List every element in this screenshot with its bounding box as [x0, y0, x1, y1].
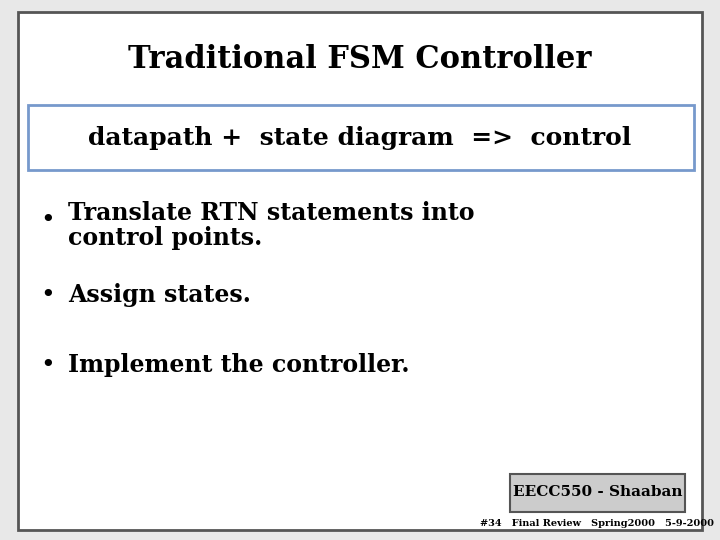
Text: Implement the controller.: Implement the controller. [68, 353, 410, 377]
FancyBboxPatch shape [28, 105, 694, 170]
FancyBboxPatch shape [510, 474, 685, 512]
Text: #34   Final Review   Spring2000   5-9-2000: #34 Final Review Spring2000 5-9-2000 [480, 519, 714, 529]
Text: control points.: control points. [68, 226, 262, 250]
Text: •: • [40, 353, 55, 377]
FancyBboxPatch shape [18, 12, 702, 530]
Text: datapath +  state diagram  =>  control: datapath + state diagram => control [89, 125, 631, 150]
Text: Assign states.: Assign states. [68, 283, 251, 307]
Text: EECC550 - Shaaban: EECC550 - Shaaban [513, 485, 683, 499]
Text: Translate RTN statements into: Translate RTN statements into [68, 201, 474, 225]
Text: •: • [40, 283, 55, 307]
Text: •: • [40, 208, 55, 232]
Text: Traditional FSM Controller: Traditional FSM Controller [128, 44, 592, 76]
